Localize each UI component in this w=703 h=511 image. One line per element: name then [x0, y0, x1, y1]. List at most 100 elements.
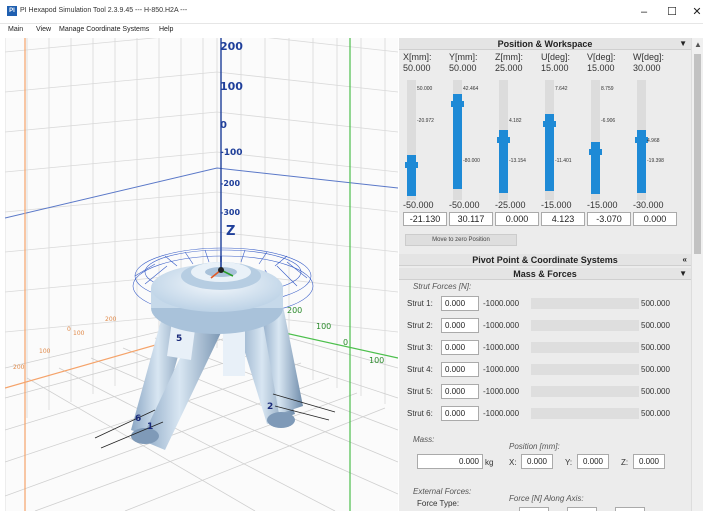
- slider-thumb[interactable]: [543, 121, 556, 127]
- strut-force-bar: [531, 408, 639, 419]
- axis-min-value: -25.000: [495, 200, 526, 210]
- force-x-input[interactable]: [519, 507, 549, 511]
- slider-thumb[interactable]: [451, 101, 464, 107]
- axis-min-value: -50.000: [449, 200, 480, 210]
- position-label: Position [mm]:: [509, 442, 560, 451]
- strut-force-input[interactable]: 0.000: [441, 340, 479, 355]
- axis-max-value: 50.000: [449, 63, 477, 73]
- mass-input[interactable]: 0.000: [417, 454, 483, 469]
- axis-value-input[interactable]: 4.123: [541, 212, 585, 226]
- app-logo-icon: PI: [7, 6, 17, 16]
- strut-row: Strut 1: 0.000 -1000.000 500.000: [405, 296, 685, 312]
- section-title: Mass & Forces: [513, 269, 577, 279]
- slider-thumb[interactable]: [405, 162, 418, 168]
- collapse-arrow-icon[interactable]: ▼: [679, 39, 687, 48]
- slider-range-tick: -6.906: [601, 118, 616, 124]
- position-x-input[interactable]: 0.000: [521, 454, 553, 469]
- slider-fill: [637, 130, 646, 193]
- menu-main[interactable]: Main: [8, 26, 24, 33]
- strut-max-value: 500.000: [641, 343, 670, 352]
- force-y-input[interactable]: [567, 507, 597, 511]
- axis-slider[interactable]: [543, 80, 556, 200]
- axis-value-input[interactable]: -3.070: [587, 212, 631, 226]
- leg-number-label: 6: [135, 414, 142, 424]
- strut-max-value: 500.000: [641, 387, 670, 396]
- axis-label: X[mm]:: [403, 52, 432, 62]
- green-tick-label: 100: [369, 356, 385, 365]
- z-label: Z:: [621, 458, 629, 467]
- green-tick-label: 200: [287, 306, 303, 315]
- axis-column: Y[mm]: 50.000: [449, 52, 495, 74]
- strut-force-input[interactable]: 0.000: [441, 318, 479, 333]
- slider-thumb[interactable]: [589, 149, 602, 155]
- collapse-arrow-icon[interactable]: ▼: [679, 269, 687, 278]
- slider-thumb[interactable]: [497, 137, 510, 143]
- strut-max-value: 500.000: [641, 299, 670, 308]
- y-label: Y:: [565, 458, 573, 467]
- menu-manage-coordinate-systems[interactable]: Manage Coordinate Systems: [59, 26, 150, 33]
- strut-row: Strut 6: 0.000 -1000.000 500.000: [405, 406, 685, 422]
- slider-range-tick: -11.401: [555, 158, 572, 164]
- strut-force-input[interactable]: 0.000: [441, 296, 479, 311]
- slider-range-tick: 42.464: [463, 86, 479, 92]
- axis-min-value: -15.000: [541, 200, 572, 210]
- menu-view[interactable]: View: [36, 26, 52, 33]
- axis-slider[interactable]: [635, 80, 648, 200]
- orange-tick-label: 100: [39, 348, 51, 355]
- mass-label: Mass:: [413, 435, 435, 444]
- axis-slider[interactable]: [497, 80, 510, 200]
- strut-label: Strut 1:: [407, 299, 433, 308]
- section-pivot-point[interactable]: Pivot Point & Coordinate Systems «: [399, 254, 691, 266]
- slider-range-tick: -20.972: [417, 118, 434, 124]
- strut-force-input[interactable]: 0.000: [441, 406, 479, 421]
- scroll-up-icon[interactable]: ▲: [694, 40, 702, 49]
- section-position-workspace[interactable]: Position & Workspace ▼: [399, 38, 691, 50]
- axis-label: U[deg]:: [541, 52, 571, 62]
- move-to-zero-button[interactable]: Move to zero Position: [405, 234, 517, 246]
- strut-max-value: 500.000: [641, 365, 670, 374]
- orange-tick-label: 200: [105, 316, 117, 323]
- axis-value-input[interactable]: 30.117: [449, 212, 493, 226]
- leg-number-label: 1: [147, 422, 154, 432]
- strut-force-input[interactable]: 0.000: [441, 362, 479, 377]
- axis-min-value: -30.000: [633, 200, 664, 210]
- strut-force-bar: [531, 298, 639, 309]
- slider-fill: [591, 142, 600, 195]
- axis-slider[interactable]: [589, 80, 602, 200]
- strut-min-value: -1000.000: [483, 321, 520, 330]
- axis-label: W[deg]:: [633, 52, 665, 62]
- axis-slider[interactable]: [451, 80, 464, 200]
- menu-bar: Main View Manage Coordinate Systems Help: [0, 24, 703, 38]
- axis-value-input[interactable]: 0.000: [495, 212, 539, 226]
- section-mass-forces[interactable]: Mass & Forces ▼: [399, 268, 691, 280]
- minimize-button[interactable]: –: [640, 6, 648, 18]
- axis-value-input[interactable]: -21.130: [403, 212, 447, 226]
- orange-tick-label: 0: [67, 326, 71, 333]
- x-label: X:: [509, 458, 517, 467]
- menu-help[interactable]: Help: [159, 26, 174, 33]
- strut-min-value: -1000.000: [483, 343, 520, 352]
- maximize-button[interactable]: ☐: [667, 6, 677, 18]
- hexapod-legs: [131, 296, 303, 450]
- position-y-input[interactable]: 0.000: [577, 454, 609, 469]
- leg-number-label: 2: [267, 402, 274, 412]
- axis-value-input[interactable]: 0.000: [633, 212, 677, 226]
- scroll-thumb[interactable]: [694, 54, 701, 254]
- strut-force-bar: [531, 364, 639, 375]
- axis-slider[interactable]: [405, 80, 418, 200]
- panel-scrollbar[interactable]: ▲: [691, 38, 703, 511]
- close-button[interactable]: ✕: [692, 6, 702, 18]
- slider-range-tick: 8.759: [601, 86, 614, 92]
- force-z-input[interactable]: [615, 507, 645, 511]
- orange-tick-label: 100: [73, 330, 85, 337]
- position-z-input[interactable]: 0.000: [633, 454, 665, 469]
- axis-column: V[deg]: 15.000: [587, 52, 633, 74]
- slider-thumb[interactable]: [635, 137, 648, 143]
- 3d-viewport[interactable]: 200 100 0 -100 -200 -300 Z 200 100 0 100…: [5, 38, 398, 511]
- axis-max-value: 50.000: [403, 63, 431, 73]
- axis-column: X[mm]: 50.000: [403, 52, 449, 74]
- expand-arrow-icon[interactable]: «: [682, 255, 687, 264]
- force-axis-label: Force [N] Along Axis:: [509, 494, 584, 503]
- strut-force-input[interactable]: 0.000: [441, 384, 479, 399]
- z-tick-label: -200: [220, 179, 241, 188]
